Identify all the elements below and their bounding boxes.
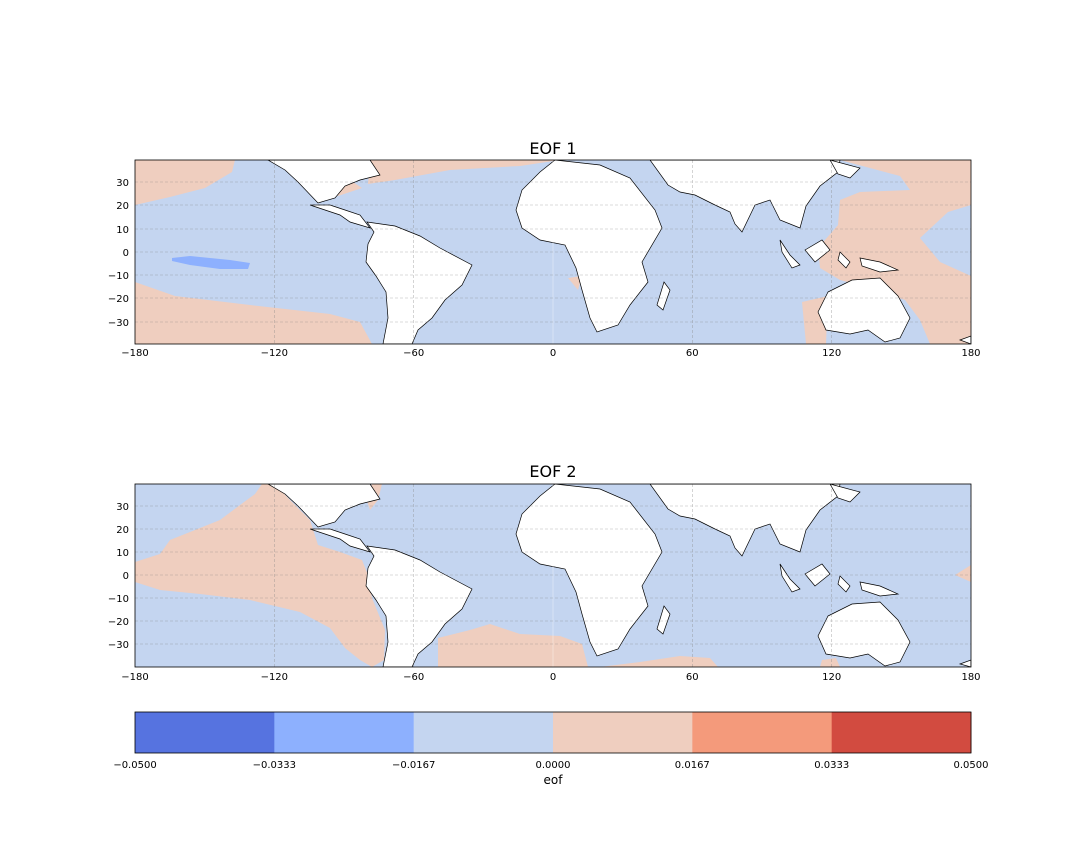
colorbar-tick: 0.0000: [536, 760, 571, 771]
x-tick: 120: [822, 348, 841, 359]
colorbar-label: eof: [544, 773, 564, 787]
colorbar-tick: 0.0333: [814, 760, 849, 771]
colorbar-tick: 0.0167: [675, 760, 710, 771]
x-tick: 120: [822, 672, 841, 683]
y-tick: 10: [116, 225, 129, 236]
positive-region-ne-pacific: [135, 160, 235, 205]
x-tick: 60: [686, 348, 699, 359]
gridlines: [135, 484, 971, 667]
positive-region-gulf-guinea: [568, 276, 582, 290]
panel-eof-2: EOF 2: [108, 462, 981, 683]
panel-frame: [134, 483, 972, 668]
panel-title: EOF 2: [529, 462, 576, 481]
x-tick: −180: [121, 672, 148, 683]
y-tick: 30: [116, 178, 129, 189]
gridlines: [135, 160, 971, 344]
colorbar-swatch: [692, 712, 833, 753]
colorbar-tick: −0.0167: [392, 760, 435, 771]
colorbar-ticks: −0.0500 −0.0333 −0.0167 0.0000 0.0167 0.…: [113, 760, 988, 771]
positive-region-australia-south: [820, 658, 840, 667]
negative-region-central-pacific: [172, 256, 250, 269]
y-tick: −30: [108, 318, 129, 329]
colorbar-tick: −0.0333: [253, 760, 296, 771]
x-tick: −120: [261, 348, 288, 359]
y-tick: 20: [116, 525, 129, 536]
positive-region-se-pacific: [135, 282, 372, 344]
y-tick-labels: 30 20 10 0 −10 −20 −30: [108, 178, 129, 329]
land: [267, 484, 971, 667]
colorbar-swatch: [831, 712, 972, 753]
x-tick-labels: −180 −120 −60 0 60 120 180: [121, 348, 980, 359]
colorbar-swatch: [413, 712, 554, 753]
colorbar: −0.0500 −0.0333 −0.0167 0.0000 0.0167 0.…: [113, 711, 989, 787]
y-tick: −10: [108, 271, 129, 282]
y-tick: 20: [116, 201, 129, 212]
positive-region-n-atlantic: [368, 160, 560, 184]
x-tick: −120: [261, 672, 288, 683]
x-tick-labels: −180 −120 −60 0 60 120 180: [121, 672, 980, 683]
y-tick: 30: [116, 502, 129, 513]
positive-region-east-edge: [955, 565, 971, 582]
colorbar-swatch: [553, 712, 693, 753]
y-tick: −30: [108, 640, 129, 651]
x-tick: −60: [403, 348, 424, 359]
x-tick: 60: [686, 672, 699, 683]
x-tick: 180: [961, 348, 980, 359]
y-tick: −10: [108, 594, 129, 605]
x-tick: −180: [121, 348, 148, 359]
positive-region-s-indian: [600, 656, 718, 667]
x-tick: −60: [403, 672, 424, 683]
colorbar-swatches: [135, 712, 972, 753]
panel-eof-1: EOF 1: [108, 139, 981, 359]
colorbar-tick: 0.0500: [954, 760, 989, 771]
panel-frame: [134, 159, 972, 345]
y-tick-labels: 30 20 10 0 −10 −20 −30: [108, 502, 129, 651]
positive-region-s-atlantic: [438, 624, 588, 667]
panel-title: EOF 1: [529, 139, 576, 158]
colorbar-frame: [134, 711, 972, 754]
y-tick: −20: [108, 617, 129, 628]
x-tick: 0: [550, 672, 556, 683]
y-tick: 10: [116, 548, 129, 559]
y-tick: 0: [123, 248, 129, 259]
colorbar-swatch: [135, 712, 275, 753]
colorbar-swatch: [274, 712, 415, 753]
land: [267, 160, 971, 344]
x-tick: 180: [961, 672, 980, 683]
colorbar-tick: −0.0500: [113, 760, 156, 771]
y-tick: −20: [108, 294, 129, 305]
x-tick: 0: [550, 348, 556, 359]
y-tick: 0: [123, 571, 129, 582]
